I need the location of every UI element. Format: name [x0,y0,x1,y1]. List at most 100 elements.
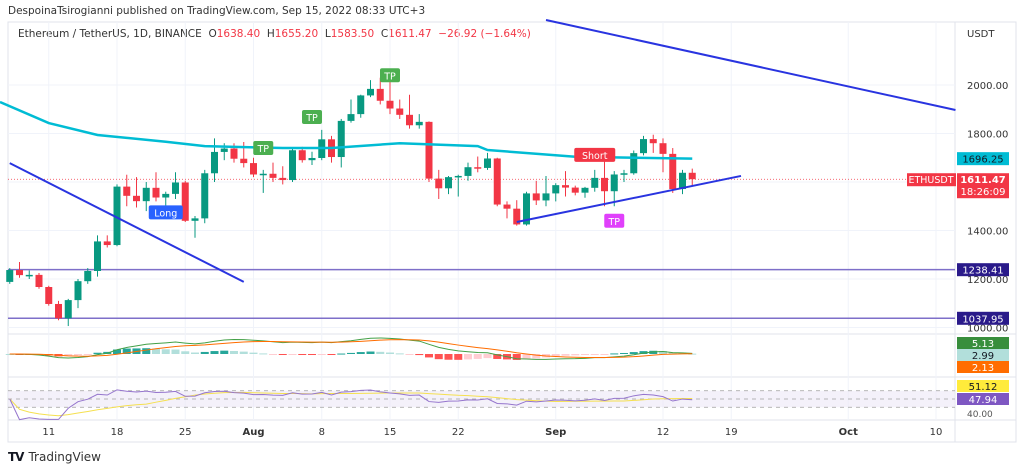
rsi-value-badge-text: 47.94 [969,395,998,406]
candle [279,166,287,185]
candle-body [386,100,394,109]
candle-body [396,108,404,115]
brand-name[interactable]: TradingView [28,450,101,464]
candle-body [542,193,550,201]
candle [45,285,53,306]
candle-body [55,303,62,319]
rsi-ma-value-badge-text: 51.12 [969,382,998,393]
symbol-title[interactable]: Ethereum / TetherUS, 1D, BINANCE [18,28,202,40]
candle-body [318,139,326,158]
price-tick-label: 1200.00 [967,275,1008,286]
time-tick-label: 25 [179,427,192,438]
candle [113,184,121,247]
trendline [516,174,742,223]
candle [571,185,579,196]
macd-histogram-bar [191,352,199,354]
candle-body [571,187,579,193]
candle-body [513,208,521,225]
time-tick-label: 12 [657,427,670,438]
candle-body [123,186,131,196]
macd-histogram-bar [659,351,667,354]
last-price-badge-bg [957,173,1009,199]
macd-histogram-bar [64,354,73,357]
macd-histogram-bar [522,354,531,359]
macd-histogram-bar [181,351,190,354]
macd-histogram-bar [464,354,472,360]
signal-label-short: Short [574,147,616,162]
price-axis-currency: USDT [967,29,995,40]
candle [649,134,657,153]
macd-histogram-bar [35,354,43,355]
trendline [9,162,245,283]
macd-histogram-bar [678,353,687,355]
macd-histogram-bar [113,349,121,354]
candle [669,148,677,193]
candle-body [289,150,296,181]
candle [259,169,267,193]
macd-histogram-bar [356,352,365,354]
candle-body [84,270,92,282]
candle [513,200,521,226]
candle [142,182,150,212]
candle [610,171,618,207]
signal-badge [253,141,274,156]
candle [523,191,530,226]
candle [581,186,589,198]
signal-badge [604,213,625,228]
candle [74,279,82,309]
candle [406,94,413,129]
macd-histogram-bar [200,351,209,354]
tradingview-logo-icon: TV [8,450,25,464]
trendline [545,19,956,111]
macd-histogram-bar [54,354,63,357]
candle [328,135,335,163]
signal-text: TP [256,144,269,155]
macd-histogram-bar [620,352,628,354]
candle-body [659,143,667,154]
signal-value-badge-bg [957,361,1009,373]
macd-value-badge-bg [957,337,1009,349]
macd-histogram-bar [688,353,697,355]
macd-histogram-bar [405,354,414,355]
candle [201,169,209,224]
candle-body [142,187,150,202]
level-1-badge-text: 1238.41 [962,266,1003,277]
candle [484,152,491,170]
candle-body [679,172,686,190]
candle-body [484,158,491,168]
candle-body [523,193,530,225]
macd-histogram-bar [581,354,589,355]
price-tick-label: 1400.00 [967,227,1008,238]
candle-body [25,274,33,277]
macd-histogram-bar [15,354,24,355]
candle [181,180,189,223]
candle [64,298,72,327]
rsi-value-badge: 47.94 [957,393,1009,406]
candle-body [610,174,618,192]
signal-text: TP [607,217,620,228]
candle-body [454,175,462,178]
candle-body [532,193,540,201]
signal-label-tp: TP [380,68,400,83]
candle-body [103,241,111,246]
level-2-badge: 1037.95 [957,311,1009,325]
signal-value-badge: 2.13 [957,361,1009,374]
candle-body [64,300,72,319]
histogram-value-badge: 2.99 [957,349,1009,362]
level-1-badge: 1238.41 [957,263,1009,277]
candle [298,146,306,163]
candle-body [152,187,160,198]
candle [123,174,131,207]
candle [240,141,248,168]
rsi-ma-value-badge: 51.12 [957,380,1009,393]
signal-label-long: Long [148,205,183,220]
candle [415,114,423,129]
publisher-info: DespoinaTsirogianni published on Trading… [8,5,426,17]
candle-body [162,193,170,198]
open-label: O [208,28,217,40]
candle-body [337,120,345,158]
macd-histogram-bar [288,354,297,355]
candle [464,162,472,181]
time-tick-label: 10 [930,427,943,438]
